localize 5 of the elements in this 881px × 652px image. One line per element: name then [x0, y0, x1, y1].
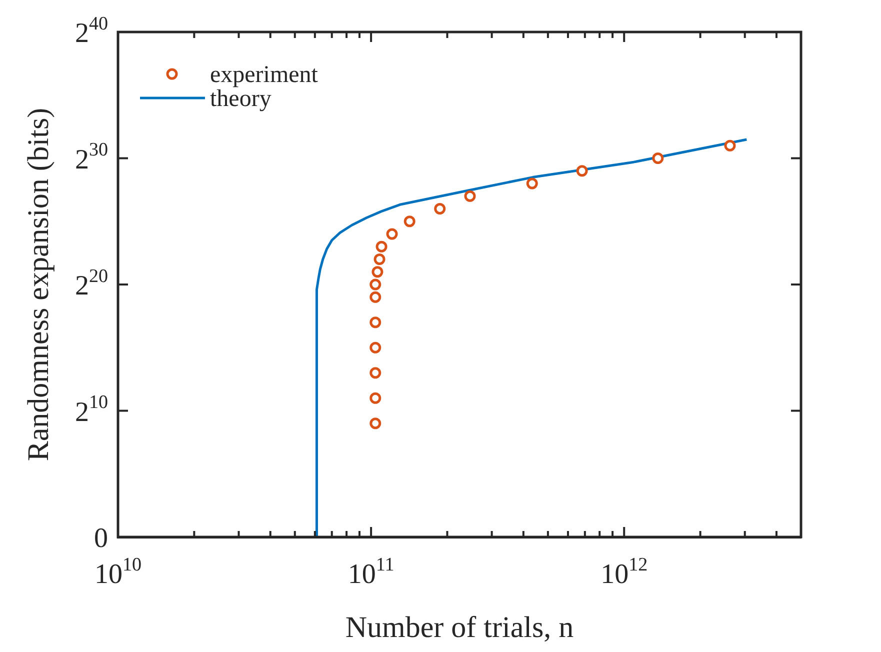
legend-label: theory [210, 86, 272, 112]
legend-label: experiment [210, 62, 318, 88]
x-axis-title: Number of trials, n [345, 611, 574, 644]
y-axis-title: Randomness expansion (bits) [22, 108, 55, 462]
y-tick-label: 0 [94, 523, 108, 554]
